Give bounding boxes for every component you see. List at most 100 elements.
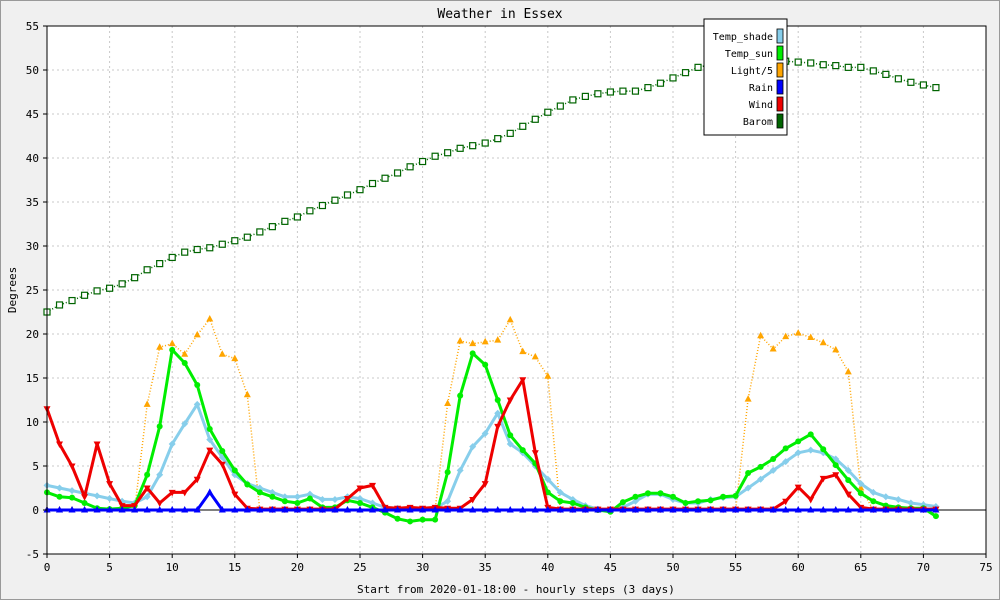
data-point-temp-sun bbox=[169, 346, 176, 353]
data-point-rain bbox=[531, 506, 539, 513]
data-point-rain bbox=[544, 506, 552, 513]
data-point-rain bbox=[444, 506, 452, 513]
x-tick-label: 55 bbox=[729, 561, 742, 574]
data-point-rain bbox=[894, 506, 902, 513]
data-point-rain bbox=[456, 506, 464, 513]
y-tick-label: 45 bbox=[26, 108, 39, 121]
data-point-barom bbox=[68, 296, 76, 305]
data-point-temp-sun bbox=[544, 489, 551, 496]
data-point-temp-shade bbox=[769, 466, 777, 474]
data-point-wind bbox=[531, 450, 539, 457]
data-point-rain bbox=[606, 506, 614, 513]
data-point-light-5 bbox=[156, 343, 164, 350]
data-point-rain bbox=[106, 506, 114, 513]
data-point-rain bbox=[68, 506, 76, 513]
data-point-light-5 bbox=[769, 344, 777, 352]
data-point-temp-sun bbox=[632, 493, 639, 500]
y-tick-label: 5 bbox=[32, 460, 39, 473]
data-point-rain bbox=[619, 506, 627, 513]
data-point-rain bbox=[744, 506, 752, 513]
data-point-temp-sun bbox=[707, 497, 714, 504]
data-point-rain bbox=[494, 506, 502, 513]
data-point-temp-sun bbox=[357, 499, 363, 506]
data-point-barom bbox=[156, 260, 164, 268]
data-point-temp-shade bbox=[281, 493, 289, 501]
data-point-temp-sun bbox=[695, 498, 702, 505]
data-point-rain bbox=[343, 506, 351, 513]
data-point-temp-sun bbox=[469, 350, 476, 357]
data-point-light-5 bbox=[206, 315, 214, 322]
x-tick-label: 5 bbox=[106, 561, 113, 574]
data-point-light-5 bbox=[807, 333, 815, 341]
legend-label: Wind bbox=[749, 100, 773, 111]
data-point-temp-shade bbox=[143, 493, 151, 501]
data-point-rain bbox=[682, 506, 690, 513]
data-point-rain bbox=[431, 506, 439, 513]
data-point-rain bbox=[907, 506, 915, 513]
data-point-temp-sun bbox=[782, 445, 789, 452]
data-point-temp-shade bbox=[56, 484, 64, 492]
data-point-temp-shade bbox=[444, 497, 452, 505]
y-tick-label: 35 bbox=[26, 196, 39, 209]
data-point-barom bbox=[206, 244, 214, 252]
data-point-rain bbox=[256, 506, 264, 513]
data-point-wind bbox=[206, 447, 214, 455]
data-point-temp-shade bbox=[369, 499, 377, 507]
data-point-rain bbox=[369, 506, 377, 513]
x-axis-label: Start from 2020-01-18:00 - hourly steps … bbox=[357, 583, 675, 596]
data-point-temp-shade bbox=[894, 495, 902, 503]
data-point-barom bbox=[844, 63, 852, 71]
legend-label: Temp_shade bbox=[713, 32, 773, 43]
data-point-wind bbox=[782, 498, 790, 506]
data-point-barom bbox=[569, 96, 577, 104]
data-point-temp-sun bbox=[419, 516, 426, 523]
data-point-temp-shade bbox=[869, 488, 877, 496]
data-point-temp-sun bbox=[857, 490, 864, 497]
data-point-wind bbox=[156, 500, 164, 507]
data-point-temp-shade bbox=[318, 495, 326, 503]
data-point-barom bbox=[431, 152, 439, 160]
y-tick-label: 20 bbox=[26, 328, 39, 341]
data-point-light-5 bbox=[243, 390, 251, 398]
y-tick-label: 25 bbox=[26, 284, 39, 297]
data-point-barom bbox=[882, 70, 890, 79]
data-point-barom bbox=[644, 83, 652, 92]
data-point-temp-sun bbox=[795, 438, 802, 445]
data-point-wind bbox=[168, 489, 176, 497]
data-point-barom bbox=[181, 248, 189, 256]
y-tick-label: 30 bbox=[26, 240, 39, 253]
data-point-rain bbox=[919, 506, 927, 513]
data-point-rain bbox=[118, 506, 126, 513]
data-point-temp-sun bbox=[657, 490, 664, 497]
data-point-barom bbox=[519, 122, 527, 130]
y-tick-label: 40 bbox=[26, 152, 39, 165]
data-point-barom bbox=[256, 228, 264, 236]
data-point-temp-sun bbox=[807, 431, 814, 438]
data-point-wind bbox=[844, 491, 852, 499]
data-point-wind bbox=[469, 496, 477, 504]
data-point-temp-sun bbox=[306, 495, 313, 502]
data-point-barom bbox=[544, 108, 552, 116]
y-tick-label: 15 bbox=[26, 372, 39, 385]
y-tick-label: 50 bbox=[26, 64, 39, 77]
data-point-rain bbox=[181, 506, 189, 513]
data-point-barom bbox=[356, 186, 364, 194]
data-point-temp-shade bbox=[857, 480, 865, 488]
data-point-barom bbox=[419, 157, 427, 166]
data-point-temp-shade bbox=[93, 492, 101, 500]
data-point-temp-sun bbox=[494, 397, 501, 403]
data-point-rain bbox=[281, 506, 289, 513]
data-point-temp-sun bbox=[56, 493, 63, 500]
series-line-temp-shade bbox=[46, 402, 937, 513]
data-point-rain bbox=[318, 506, 326, 513]
data-point-barom bbox=[869, 67, 877, 75]
data-point-barom bbox=[55, 301, 64, 309]
data-point-rain bbox=[782, 506, 790, 513]
data-point-barom bbox=[318, 201, 327, 210]
data-point-barom bbox=[794, 58, 802, 66]
legend-swatch bbox=[776, 96, 784, 112]
legend-swatch bbox=[776, 28, 784, 44]
data-point-wind bbox=[181, 489, 189, 497]
data-point-rain bbox=[707, 506, 715, 513]
chart-title: Weather in Essex bbox=[437, 7, 562, 22]
